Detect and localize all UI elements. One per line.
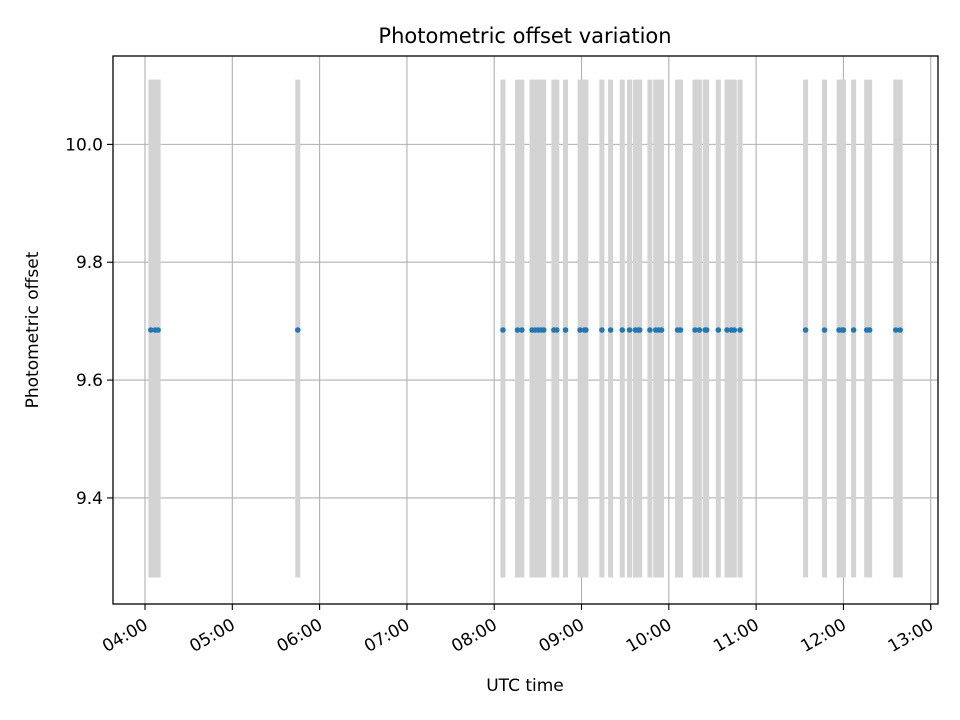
data-point [840, 327, 847, 333]
data-point [514, 327, 521, 333]
data-point [636, 327, 643, 333]
y-tick-label: 10.0 [65, 135, 103, 155]
data-point [577, 327, 583, 333]
data-point [731, 327, 738, 333]
data-point [692, 327, 698, 333]
data-point [696, 327, 703, 333]
data-point [893, 327, 899, 333]
data-point [724, 327, 730, 333]
data-point [626, 327, 633, 333]
y-tick-label: 9.8 [76, 253, 103, 273]
data-points [148, 327, 903, 333]
x-axis-label: UTC time [486, 676, 564, 696]
data-point [562, 327, 569, 333]
data-point [619, 327, 626, 333]
data-point [821, 327, 828, 333]
data-point [500, 327, 506, 333]
y-tick-label: 9.4 [76, 489, 103, 509]
data-point [802, 327, 809, 333]
data-point [583, 327, 589, 333]
data-point [897, 327, 903, 333]
data-point [715, 327, 722, 333]
data-point [599, 327, 605, 333]
data-point [647, 327, 653, 333]
data-point [540, 327, 547, 333]
data-point [553, 327, 560, 333]
data-point [850, 327, 857, 333]
y-tick-label: 9.6 [76, 371, 103, 391]
data-point [737, 327, 743, 333]
y-axis-label: Photometric offset [23, 251, 43, 408]
chart-title: Photometric offset variation [378, 24, 671, 48]
data-point [607, 327, 614, 333]
data-point [703, 327, 710, 333]
data-point [519, 327, 525, 333]
data-point [294, 327, 301, 333]
data-point [155, 327, 161, 333]
plot-frame [112, 55, 939, 605]
data-point [866, 327, 873, 333]
data-point [677, 327, 684, 333]
data-point [658, 327, 665, 333]
data-point [148, 327, 154, 333]
y-axis-ticks: 9.4 9.6 9.8 10.0 [65, 135, 113, 509]
